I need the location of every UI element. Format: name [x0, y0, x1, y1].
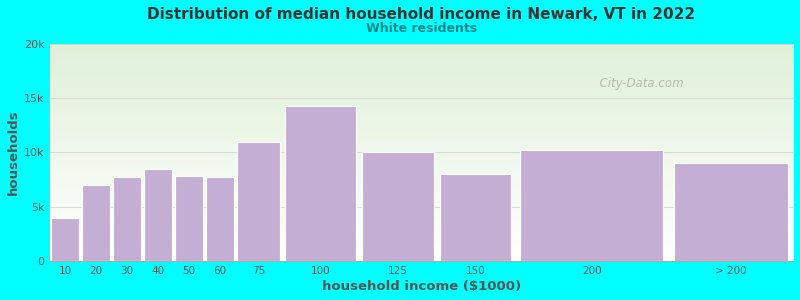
Bar: [82, 185, 110, 261]
Bar: [521, 150, 663, 261]
Bar: [51, 218, 79, 261]
Bar: [440, 174, 511, 261]
Bar: [362, 152, 434, 261]
Bar: [144, 169, 172, 261]
X-axis label: household income ($1000): household income ($1000): [322, 280, 521, 293]
Bar: [174, 176, 203, 261]
Bar: [285, 106, 356, 261]
Bar: [113, 178, 142, 261]
Bar: [206, 178, 234, 261]
Y-axis label: households: households: [7, 110, 20, 195]
Text: City-Data.com: City-Data.com: [592, 76, 684, 89]
Bar: [674, 163, 788, 261]
Bar: [238, 142, 280, 261]
Text: White residents: White residents: [366, 22, 477, 35]
Title: Distribution of median household income in Newark, VT in 2022: Distribution of median household income …: [147, 7, 695, 22]
